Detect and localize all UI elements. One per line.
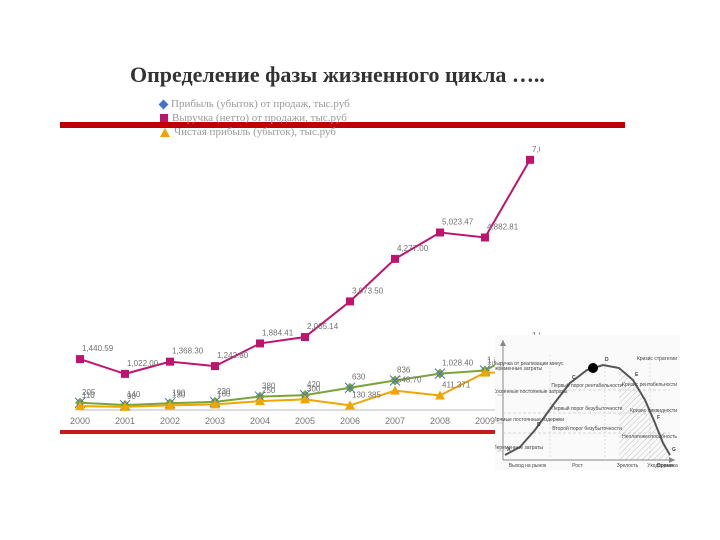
svg-text:F: F	[657, 415, 660, 421]
svg-text:2005: 2005	[295, 416, 315, 426]
svg-text:300: 300	[307, 384, 321, 393]
svg-text:Кризис рентабельности: Кризис рентабельности	[622, 382, 677, 388]
svg-text:1,022.00: 1,022.00	[127, 359, 159, 368]
svg-text:548.70: 548.70	[397, 376, 422, 385]
svg-text:130: 130	[172, 390, 186, 399]
svg-text:2006: 2006	[340, 416, 360, 426]
page-title: Определение фазы жизненного цикла …..	[130, 62, 545, 88]
svg-text:2001: 2001	[115, 416, 135, 426]
svg-text:Рост: Рост	[572, 463, 583, 469]
svg-text:630: 630	[352, 373, 366, 382]
svg-text:250: 250	[262, 386, 276, 395]
lifecycle-diagram: ABCDEFGВыход на рынокРостЗрелостьУход с …	[495, 335, 680, 470]
legend-item: Выручка (нетто) от продажи, тыс.руб	[160, 111, 350, 125]
svg-text:Кризис стратегии: Кризис стратегии	[637, 356, 677, 362]
svg-text:1,440.59: 1,440.59	[82, 344, 114, 353]
svg-text:2007: 2007	[385, 416, 405, 426]
svg-text:2002: 2002	[160, 416, 180, 426]
svg-text:Первый порог безубыточности: Первый порог безубыточности	[551, 405, 622, 412]
svg-text:Второй порог безубыточности: Второй порог безубыточности	[552, 425, 622, 432]
svg-text:Кризис ликвидности: Кризис ликвидности	[630, 408, 677, 414]
svg-text:1,368.30: 1,368.30	[172, 347, 204, 356]
svg-text:4,277.00: 4,277.00	[397, 244, 429, 253]
financials-line-chart: 2000 2001 2002 2003 2004 2005 2006 2007 2008 2009…	[60, 135, 540, 435]
svg-text:3,073.50: 3,073.50	[352, 286, 384, 295]
svg-text:Зрелость: Зрелость	[617, 463, 639, 469]
svg-text:E: E	[635, 372, 639, 378]
svg-text:Первый порог рентабельности: Первый порог рентабельности	[551, 382, 622, 389]
svg-text:1,884.41: 1,884.41	[262, 328, 294, 337]
svg-text:Прямые постоянные издержки: Прямые постоянные издержки	[495, 417, 564, 423]
square-icon	[160, 114, 168, 122]
svg-text:2009: 2009	[475, 416, 495, 426]
svg-text:411.371: 411.371	[442, 380, 471, 389]
svg-text:1,028.40: 1,028.40	[442, 359, 474, 368]
legend-item: Прибыль (убыток) от продаж, тыс.руб	[160, 97, 350, 111]
svg-text:90: 90	[127, 392, 136, 401]
svg-text:2003: 2003	[205, 416, 225, 426]
svg-text:Время: Время	[657, 463, 673, 469]
svg-text:Выход на рынок: Выход на рынок	[509, 463, 547, 469]
svg-text:160: 160	[217, 389, 231, 398]
svg-text:2,065.14: 2,065.14	[307, 322, 339, 331]
svg-text:1,242.80: 1,242.80	[217, 351, 249, 360]
svg-text:110: 110	[82, 391, 95, 400]
svg-text:836: 836	[397, 365, 411, 374]
svg-text:Переменные затраты: Переменные затраты	[495, 445, 543, 451]
svg-text:C: C	[572, 375, 576, 381]
svg-text:2004: 2004	[250, 416, 270, 426]
svg-text:4,882.81: 4,882.81	[487, 222, 519, 231]
svg-text:130.385: 130.385	[352, 390, 381, 399]
svg-text:Неплатежеспособность: Неплатежеспособность	[622, 434, 677, 440]
svg-text:7,081: 7,081	[532, 145, 540, 154]
chart-legend: Прибыль (убыток) от продаж, тыс.рубВыруч…	[160, 97, 350, 139]
svg-text:5,023.47: 5,023.47	[442, 218, 474, 227]
svg-text:Косвенные постоянные затраты: Косвенные постоянные затраты	[495, 389, 568, 395]
svg-text:2008: 2008	[430, 416, 450, 426]
diamond-icon	[159, 100, 169, 110]
svg-text:2000: 2000	[70, 416, 90, 426]
svg-text:G: G	[672, 447, 676, 453]
svg-text:D: D	[605, 357, 609, 363]
